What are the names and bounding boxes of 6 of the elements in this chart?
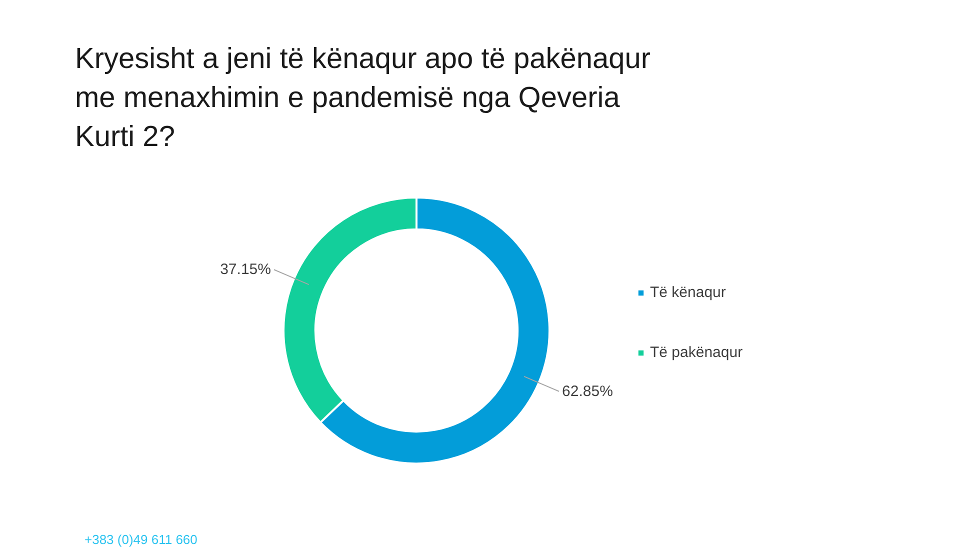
legend-label: Të kënaqur <box>650 282 726 302</box>
chart-title: Kryesisht a jeni të kënaqur apo të pakënaqur me menaxhimin e pandemisë nga Qeveria Kurti 2? <box>75 42 652 155</box>
legend-label: Të pakënaqur <box>650 342 743 362</box>
data-label: 37.15% <box>220 261 271 278</box>
text: +383 (0)49 611 660 <box>84 532 198 547</box>
data-label: 62.85% <box>562 382 613 400</box>
